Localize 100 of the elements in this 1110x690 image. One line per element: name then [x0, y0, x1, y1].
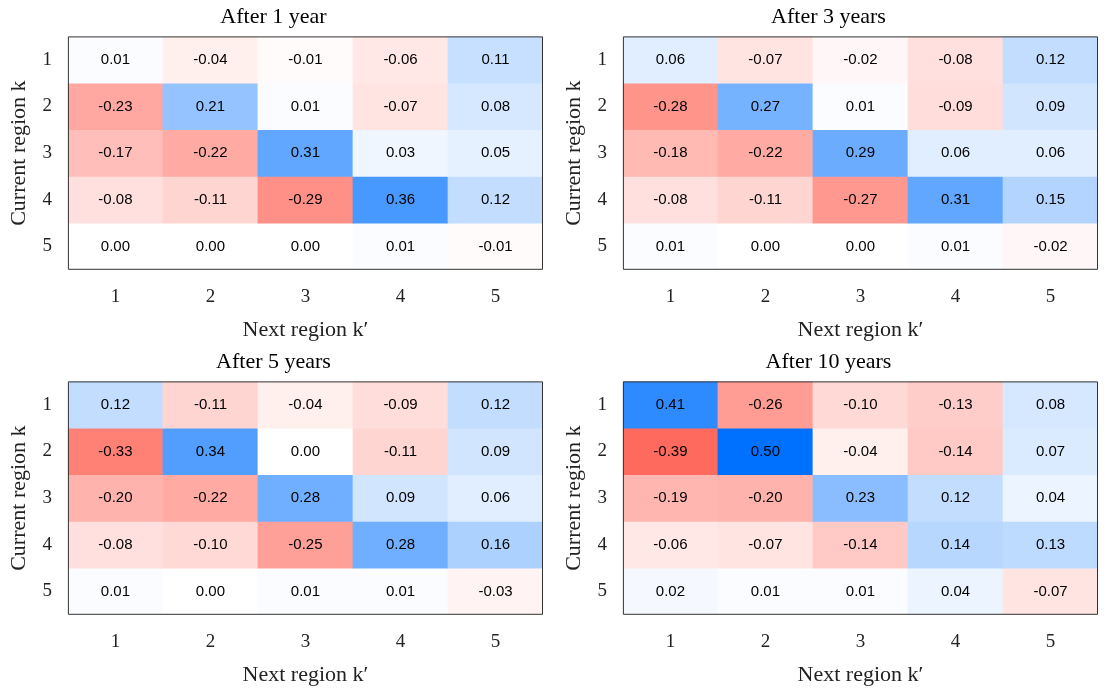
- data-label: 0.07: [1035, 441, 1066, 459]
- data-label: -0.14: [938, 441, 973, 459]
- data-label: 0.36: [385, 189, 416, 207]
- data-label: -0.01: [478, 236, 513, 254]
- data-label: 0.05: [480, 143, 511, 161]
- x-tick-label: 5: [490, 630, 501, 652]
- data-label: 0.00: [195, 236, 226, 254]
- x-tick-label: 4: [950, 285, 961, 307]
- data-label: 0.09: [1035, 96, 1066, 114]
- x-tick-label: 3: [855, 630, 866, 652]
- data-label: 0.00: [290, 236, 321, 254]
- data-label: -0.03: [478, 581, 513, 599]
- data-label: 0.01: [100, 581, 131, 599]
- data-label: 0.50: [750, 441, 781, 459]
- data-label: -0.27: [843, 189, 878, 207]
- y-tick-label: 5: [42, 579, 52, 601]
- data-label: -0.08: [98, 534, 133, 552]
- data-label: 0.13: [1035, 534, 1066, 552]
- data-label: -0.11: [193, 189, 227, 207]
- x-tick-label: 4: [395, 285, 406, 307]
- y-tick-label: 1: [42, 392, 52, 414]
- data-label: 0.31: [940, 189, 971, 207]
- data-label: -0.08: [98, 189, 133, 207]
- x-axis-title: Next region k′: [242, 660, 369, 686]
- data-label: -0.07: [1033, 581, 1068, 599]
- x-tick-label: 3: [855, 285, 866, 307]
- data-label: -0.08: [653, 189, 688, 207]
- y-axis-title: Current region k: [4, 425, 30, 571]
- data-label: -0.10: [843, 394, 878, 412]
- data-label: -0.22: [193, 143, 228, 161]
- data-label: -0.07: [383, 96, 418, 114]
- y-tick-label: 5: [597, 579, 607, 601]
- data-label: -0.04: [288, 394, 323, 412]
- data-label: 0.28: [290, 488, 321, 506]
- data-label: 0.12: [940, 488, 971, 506]
- x-tick-label: 1: [110, 630, 121, 652]
- data-label: 0.06: [480, 488, 511, 506]
- y-tick-label: 3: [42, 486, 52, 508]
- data-label: 0.01: [385, 581, 416, 599]
- data-label: 0.28: [385, 534, 416, 552]
- data-label: -0.20: [748, 488, 783, 506]
- data-label: 0.01: [100, 49, 131, 67]
- data-label: 0.00: [195, 581, 226, 599]
- data-label: -0.14: [843, 534, 878, 552]
- data-label: 0.11: [481, 49, 510, 67]
- data-label: -0.11: [383, 441, 418, 459]
- data-label: -0.02: [843, 49, 878, 67]
- data-label: -0.11: [193, 394, 227, 412]
- data-label: 0.16: [480, 534, 511, 552]
- y-tick-label: 2: [42, 439, 52, 461]
- data-label: -0.01: [288, 49, 323, 67]
- data-label: 0.06: [940, 143, 971, 161]
- y-axis-title: Current region k: [559, 80, 585, 226]
- data-label: -0.04: [193, 49, 228, 67]
- data-label: -0.02: [1033, 236, 1068, 254]
- x-tick-label: 5: [1045, 285, 1056, 307]
- data-label: -0.22: [748, 143, 783, 161]
- y-tick-label: 2: [597, 439, 607, 461]
- data-label: 0.23: [845, 488, 876, 506]
- chart-title: After 10 years: [765, 347, 892, 373]
- x-tick-label: 5: [1045, 630, 1056, 652]
- x-tick-label: 3: [300, 630, 311, 652]
- y-tick-label: 2: [42, 94, 52, 116]
- data-label: 0.00: [290, 441, 321, 459]
- data-label: -0.23: [98, 96, 133, 114]
- data-label: 0.01: [845, 96, 876, 114]
- data-label: -0.20: [98, 488, 133, 506]
- x-tick-label: 2: [205, 285, 216, 307]
- y-tick-label: 3: [42, 141, 52, 163]
- x-tick-label: 2: [760, 285, 771, 307]
- data-label: 0.09: [385, 488, 416, 506]
- data-label: -0.08: [938, 49, 973, 67]
- data-label: 0.08: [480, 96, 511, 114]
- data-label: -0.07: [748, 49, 783, 67]
- data-label: -0.06: [383, 49, 418, 67]
- data-label: -0.29: [288, 189, 323, 207]
- x-tick-label: 2: [760, 630, 771, 652]
- data-label: 0.09: [480, 441, 511, 459]
- data-label: -0.13: [938, 394, 973, 412]
- chart-title: After 5 years: [216, 347, 331, 373]
- y-tick-label: 4: [42, 532, 53, 554]
- y-tick-label: 1: [597, 392, 607, 414]
- y-tick-label: 5: [42, 234, 52, 256]
- chart-title: After 3 years: [771, 2, 886, 28]
- data-label: -0.04: [843, 441, 878, 459]
- y-tick-label: 3: [597, 141, 607, 163]
- y-tick-label: 5: [597, 234, 607, 256]
- x-axis-title: Next region k′: [797, 660, 924, 686]
- y-tick-label: 2: [597, 94, 607, 116]
- y-tick-label: 3: [597, 486, 607, 508]
- x-tick-label: 2: [205, 630, 216, 652]
- data-label: 0.00: [845, 236, 876, 254]
- data-label: 0.01: [290, 581, 321, 599]
- x-tick-label: 5: [490, 285, 501, 307]
- data-label: -0.09: [938, 96, 973, 114]
- data-label: -0.39: [653, 441, 688, 459]
- x-tick-label: 3: [300, 285, 311, 307]
- data-label: 0.06: [655, 49, 686, 67]
- data-label: 0.01: [750, 581, 781, 599]
- data-label: 0.12: [1035, 49, 1066, 67]
